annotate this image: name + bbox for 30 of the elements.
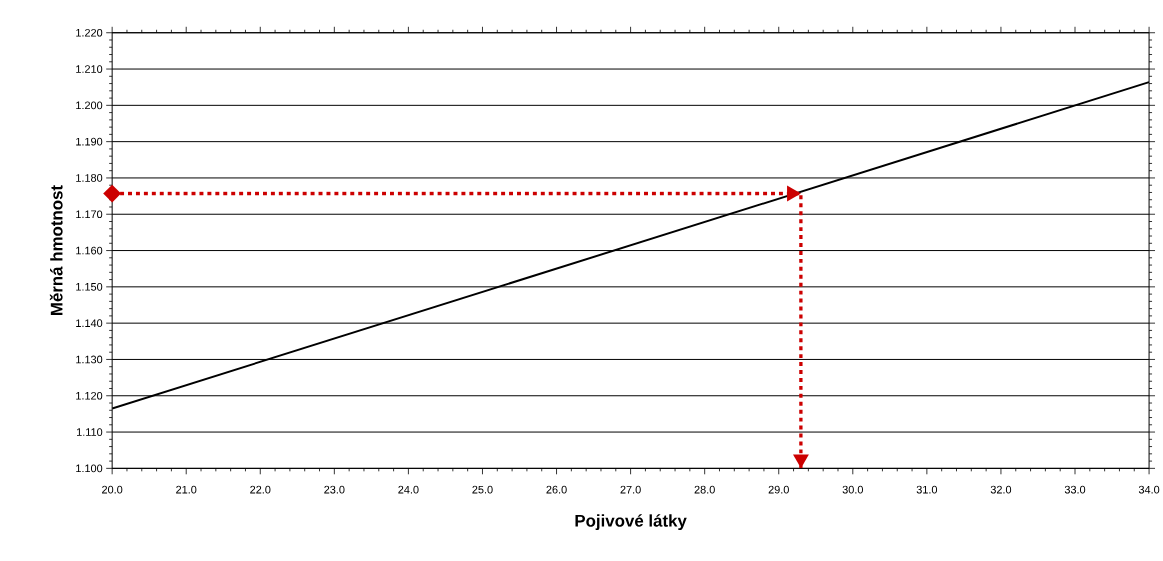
x-tick-label: 30.0 bbox=[842, 485, 863, 494]
y-tick-label: 1.150 bbox=[76, 283, 103, 291]
x-tick-label: 29.0 bbox=[768, 485, 789, 494]
x-tick-label: 33.0 bbox=[1064, 485, 1086, 494]
x-tick-label: 26.0 bbox=[546, 485, 567, 494]
x-tick-label: 23.0 bbox=[324, 485, 345, 494]
y-tick-label: 1.110 bbox=[77, 428, 103, 437]
x-tick-label: 20.0 bbox=[102, 485, 123, 494]
y-tick-label: 1.190 bbox=[76, 137, 103, 146]
x-tick-label: 27.0 bbox=[620, 485, 641, 494]
x-tick-label: 22.0 bbox=[250, 485, 271, 494]
x-axis-title: Pojivové látky bbox=[575, 514, 687, 531]
y-tick-label: 1.180 bbox=[76, 174, 103, 182]
y-axis-title: Měrná hmotnost bbox=[49, 185, 63, 316]
y-tick-label: 1.200 bbox=[76, 101, 103, 110]
x-tick-label: 24.0 bbox=[398, 485, 419, 494]
y-tick-label: 1.120 bbox=[76, 392, 103, 400]
y-tick-label: 1.140 bbox=[76, 319, 103, 328]
x-tick-label: 34.0 bbox=[1138, 485, 1160, 494]
y-tick-label: 1.100 bbox=[76, 464, 103, 473]
x-tick-label: 28.0 bbox=[694, 485, 715, 494]
y-tick-label: 1.210 bbox=[76, 65, 103, 74]
x-tick-label: 25.0 bbox=[472, 485, 493, 494]
y-tick-label: 1.160 bbox=[76, 246, 103, 255]
x-tick-label: 31.0 bbox=[916, 485, 938, 494]
y-tick-label: 1.130 bbox=[76, 355, 103, 364]
x-tick-label: 21.0 bbox=[176, 485, 197, 494]
x-tick-label: 32.0 bbox=[990, 485, 1012, 494]
y-tick-label: 1.220 bbox=[76, 29, 103, 37]
y-tick-label: 1.170 bbox=[76, 210, 103, 219]
